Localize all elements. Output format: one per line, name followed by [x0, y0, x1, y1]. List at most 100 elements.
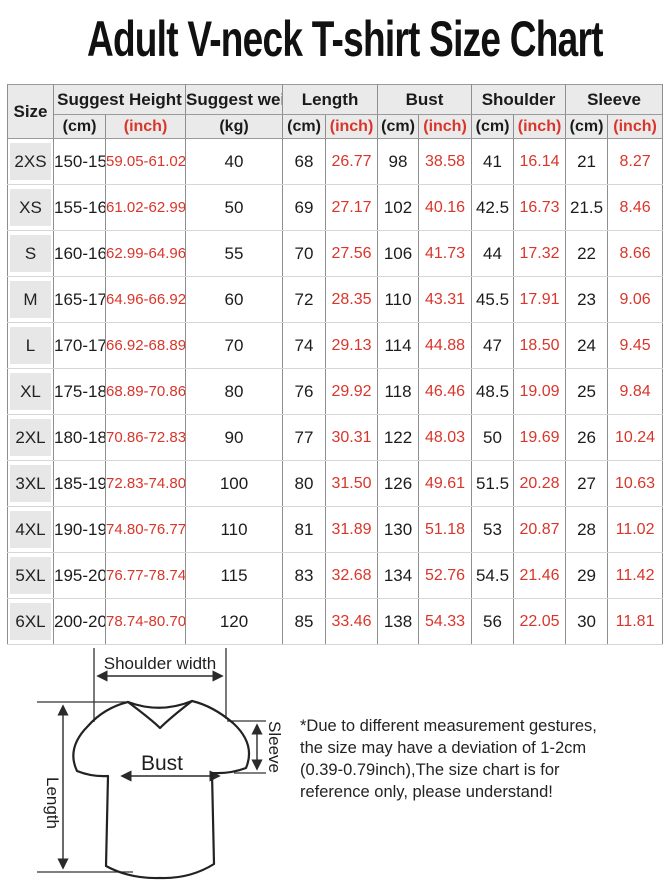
weight_kg-cell: 100 [185, 460, 284, 507]
shoulder_cm-cell: 54.5 [471, 552, 515, 599]
height_inch-cell: 64.96-66.92 [105, 276, 187, 323]
size-cell: XS [7, 184, 54, 231]
size-label: 5XL [10, 557, 51, 594]
bust_inch-cell: 43.31 [418, 276, 473, 323]
shoulder_cm-cell: 45.5 [471, 276, 515, 323]
height_cm-cell: 175-180 [53, 368, 106, 415]
size-cell: 3XL [7, 460, 54, 507]
bust_cm-cell: 130 [377, 506, 420, 553]
length_inch-cell: 33.46 [325, 598, 379, 645]
shoulder_cm-cell: 41 [471, 138, 515, 185]
bust_cm-cell: 126 [377, 460, 420, 507]
col-header-length: Length [282, 84, 379, 115]
weight_kg-cell: 40 [185, 138, 284, 185]
length_inch-cell: 29.13 [325, 322, 379, 369]
length_cm-cell: 70 [282, 230, 327, 277]
bust_inch-cell: 41.73 [418, 230, 473, 277]
bust_cm-cell: 114 [377, 322, 420, 369]
size-label: 2XS [10, 143, 51, 180]
unit-header-cm: (cm) [471, 114, 515, 139]
height_cm-cell: 180-185 [53, 414, 106, 461]
tshirt-measurement-diagram: Shoulder width Length Bust Sleeve [37, 648, 284, 880]
sleeve_inch-cell: 11.02 [607, 506, 664, 553]
size-cell: M [7, 276, 54, 323]
table-row: L170-17566.92-68.89707429.1311444.884718… [7, 322, 664, 369]
col-header-shoulder: Shoulder [471, 84, 567, 115]
weight_kg-cell: 115 [185, 552, 284, 599]
unit-header-inch: (inch) [105, 114, 187, 139]
height_cm-cell: 150-155 [53, 138, 106, 185]
shoulder_cm-cell: 56 [471, 598, 515, 645]
height_cm-cell: 200-205 [53, 598, 106, 645]
bust_inch-cell: 54.33 [418, 598, 473, 645]
col-header-weight: Suggest weight [185, 84, 284, 115]
tshirt-outline [72, 699, 251, 880]
shoulder_inch-cell: 17.32 [513, 230, 567, 277]
height_cm-cell: 160-165 [53, 230, 106, 277]
table-row: XL175-18068.89-70.86807629.9211846.4648.… [7, 368, 664, 415]
unit-header-inch: (inch) [513, 114, 567, 139]
bust_cm-cell: 118 [377, 368, 420, 415]
weight_kg-cell: 110 [185, 506, 284, 553]
measurement-disclaimer: *Due to different measurement gestures, … [300, 717, 597, 801]
length_cm-cell: 74 [282, 322, 327, 369]
height_inch-cell: 61.02-62.99 [105, 184, 187, 231]
sleeve_inch-cell: 8.46 [607, 184, 664, 231]
sleeve_cm-cell: 22 [565, 230, 609, 277]
length_cm-cell: 80 [282, 460, 327, 507]
page-title: Adult V-neck T-shirt Size Chart [86, 11, 603, 67]
size-cell: 4XL [7, 506, 54, 553]
height_cm-cell: 185-190 [53, 460, 106, 507]
length_inch-cell: 32.68 [325, 552, 379, 599]
bust_inch-cell: 44.88 [418, 322, 473, 369]
table-row: 2XL180-18570.86-72.83907730.3112248.0350… [7, 414, 664, 461]
size-label: 4XL [10, 511, 51, 548]
shoulder_inch-cell: 22.05 [513, 598, 567, 645]
length_inch-cell: 31.50 [325, 460, 379, 507]
size-cell: L [7, 322, 54, 369]
size-cell: 2XS [7, 138, 54, 185]
length_cm-cell: 83 [282, 552, 327, 599]
height_inch-cell: 78.74-80.70 [105, 598, 187, 645]
length_cm-cell: 72 [282, 276, 327, 323]
sleeve_cm-cell: 23 [565, 276, 609, 323]
table-row: 4XL190-19574.80-76.771108131.8913051.185… [7, 506, 664, 553]
sleeve_inch-cell: 9.06 [607, 276, 664, 323]
weight_kg-cell: 80 [185, 368, 284, 415]
bust_inch-cell: 52.76 [418, 552, 473, 599]
bust_cm-cell: 106 [377, 230, 420, 277]
weight_kg-cell: 120 [185, 598, 284, 645]
length_cm-cell: 81 [282, 506, 327, 553]
sleeve_inch-cell: 10.24 [607, 414, 664, 461]
bust_inch-cell: 49.61 [418, 460, 473, 507]
shoulder_inch-cell: 17.91 [513, 276, 567, 323]
height_inch-cell: 74.80-76.77 [105, 506, 187, 553]
height_cm-cell: 190-195 [53, 506, 106, 553]
length_inch-cell: 29.92 [325, 368, 379, 415]
bust-label: Bust [141, 752, 183, 775]
col-header-size: Size [7, 84, 54, 139]
length_inch-cell: 26.77 [325, 138, 379, 185]
size-label: S [10, 235, 51, 272]
height_inch-cell: 68.89-70.86 [105, 368, 187, 415]
unit-header-cm: (cm) [565, 114, 609, 139]
weight_kg-cell: 70 [185, 322, 284, 369]
bust_inch-cell: 48.03 [418, 414, 473, 461]
sleeve_inch-cell: 9.45 [607, 322, 664, 369]
sleeve-label: Sleeve [265, 721, 284, 773]
unit-header-inch: (inch) [325, 114, 379, 139]
shoulder_inch-cell: 19.09 [513, 368, 567, 415]
sleeve_cm-cell: 21 [565, 138, 609, 185]
sleeve_cm-cell: 21.5 [565, 184, 609, 231]
size-table-body: 2XS150-15559.05-61.02406826.779838.58411… [7, 138, 664, 645]
sleeve_inch-cell: 9.84 [607, 368, 664, 415]
height_cm-cell: 155-160 [53, 184, 106, 231]
shoulder_cm-cell: 44 [471, 230, 515, 277]
sleeve_cm-cell: 29 [565, 552, 609, 599]
sleeve_inch-cell: 8.27 [607, 138, 664, 185]
sleeve_cm-cell: 26 [565, 414, 609, 461]
shoulder_cm-cell: 42.5 [471, 184, 515, 231]
length_cm-cell: 77 [282, 414, 327, 461]
table-row: S160-16562.99-64.96557027.5610641.734417… [7, 230, 664, 277]
sleeve_cm-cell: 24 [565, 322, 609, 369]
